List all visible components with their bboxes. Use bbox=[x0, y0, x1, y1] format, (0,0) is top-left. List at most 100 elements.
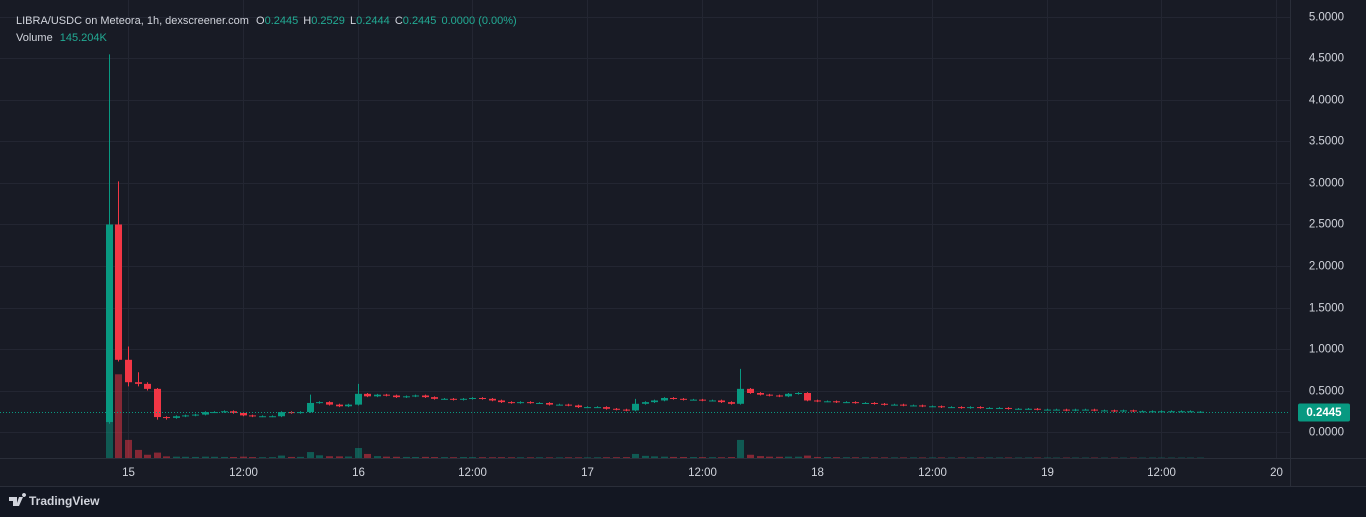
volume-label: Volume bbox=[16, 32, 53, 44]
volume-bar bbox=[374, 456, 381, 458]
y-tick-label: 0.0000 bbox=[1309, 427, 1344, 439]
volume-bar bbox=[737, 439, 744, 458]
candle-body bbox=[623, 409, 630, 411]
volume-bar bbox=[632, 453, 639, 458]
volume-bar bbox=[230, 456, 237, 458]
volume-bar bbox=[891, 457, 898, 458]
candle-body bbox=[824, 401, 831, 403]
x-tick-label: 18 bbox=[811, 467, 824, 479]
candle-body bbox=[757, 393, 764, 395]
candle-body bbox=[737, 388, 744, 404]
candle-body bbox=[508, 402, 515, 404]
volume-bar bbox=[144, 454, 151, 458]
ohlc-value: 0.2444 bbox=[356, 15, 390, 27]
candle-body bbox=[833, 401, 840, 403]
volume-bar bbox=[441, 457, 448, 458]
volume-bar bbox=[489, 457, 496, 458]
candle-body bbox=[249, 415, 256, 417]
candle-body bbox=[450, 398, 457, 400]
volume-bar bbox=[125, 439, 132, 458]
volume-bar bbox=[843, 457, 850, 458]
candle-body bbox=[747, 388, 754, 394]
candle-body bbox=[661, 397, 668, 401]
ohlc-value: 0.2529 bbox=[311, 15, 345, 27]
volume-bar bbox=[584, 457, 591, 458]
candle-body bbox=[115, 224, 122, 360]
volume-bar bbox=[202, 456, 209, 458]
x-tick-label: 15 bbox=[122, 467, 135, 479]
candle-body bbox=[1101, 410, 1108, 412]
y-tick-label: 2.0000 bbox=[1309, 261, 1344, 273]
candle-body bbox=[154, 388, 161, 418]
ohlc-label: C bbox=[395, 15, 403, 27]
candle-body bbox=[862, 402, 869, 404]
volume-bar bbox=[661, 456, 668, 458]
volume-bar bbox=[192, 456, 199, 458]
candle-body bbox=[412, 395, 419, 397]
candle-body bbox=[536, 402, 543, 404]
volume-bar bbox=[804, 455, 811, 458]
change-value: 0.0000 (0.00%) bbox=[441, 15, 516, 27]
axis-layer: 0.0000 0.5000 1.0000 1.5000 2.0000 2.5000 3.00… bbox=[0, 12, 1350, 479]
volume-bar bbox=[383, 456, 390, 458]
candle-body bbox=[307, 402, 314, 413]
volume-bar bbox=[766, 456, 773, 458]
chart-title: LIBRA/USDC on Meteora, 1h, dexscreener.c… bbox=[16, 15, 249, 27]
candle-body bbox=[221, 411, 228, 413]
candle-body bbox=[804, 393, 811, 401]
volume-bar bbox=[469, 457, 476, 458]
candle-body bbox=[163, 417, 170, 419]
candle-body bbox=[603, 407, 610, 409]
volume-bar bbox=[163, 456, 170, 458]
candle-body bbox=[441, 398, 448, 400]
legend-row: LIBRA/USDC on Meteora, 1h, dexscreener.c… bbox=[16, 15, 517, 27]
volume-bar bbox=[135, 449, 142, 458]
volume-row: Volume 145.204K bbox=[16, 32, 108, 44]
volume-bar bbox=[211, 456, 218, 458]
volume-bar bbox=[336, 456, 343, 458]
volume-bar bbox=[919, 457, 926, 458]
candle-body bbox=[345, 404, 352, 407]
last-price-badge bbox=[1298, 403, 1350, 422]
candle-body bbox=[355, 393, 362, 405]
volume-bar bbox=[115, 374, 122, 458]
candle-body bbox=[374, 394, 381, 397]
candle-body bbox=[891, 404, 898, 406]
candle-body bbox=[900, 404, 907, 406]
candle-layer bbox=[106, 54, 1204, 424]
candle-body bbox=[173, 416, 180, 418]
candle-body bbox=[1111, 410, 1118, 412]
volume-bar bbox=[450, 457, 457, 458]
candle-body bbox=[1015, 408, 1022, 410]
candle-body bbox=[1091, 409, 1098, 411]
volume-bar bbox=[278, 455, 285, 458]
candle-body bbox=[1072, 409, 1079, 411]
candle-body bbox=[1149, 411, 1156, 413]
candle-body bbox=[699, 399, 706, 401]
ohlc-label: O bbox=[256, 15, 265, 27]
candle-body bbox=[498, 400, 505, 403]
x-tick-label: 17 bbox=[581, 467, 594, 479]
volume-bar bbox=[527, 457, 534, 458]
volume-bar bbox=[575, 457, 582, 458]
candle-body bbox=[1053, 409, 1060, 411]
volume-bar bbox=[785, 456, 792, 458]
x-tick-label: 16 bbox=[352, 467, 365, 479]
candle-body bbox=[1187, 411, 1194, 413]
volume-bar bbox=[910, 457, 917, 458]
volume-bar bbox=[670, 456, 677, 458]
volume-bar bbox=[536, 457, 543, 458]
volume-bar bbox=[594, 457, 601, 458]
volume-bar bbox=[958, 457, 965, 458]
candle-body bbox=[527, 402, 534, 404]
volume-bar bbox=[460, 457, 467, 458]
candle-body bbox=[766, 394, 773, 396]
candle-body bbox=[1034, 408, 1041, 410]
candle-body bbox=[278, 412, 285, 417]
candle-body bbox=[393, 395, 400, 398]
x-tick-label: 12:00 bbox=[688, 467, 717, 479]
volume-bar bbox=[240, 456, 247, 458]
volume-bar bbox=[881, 457, 888, 458]
candle-body bbox=[125, 359, 132, 383]
candle-body bbox=[230, 411, 237, 413]
